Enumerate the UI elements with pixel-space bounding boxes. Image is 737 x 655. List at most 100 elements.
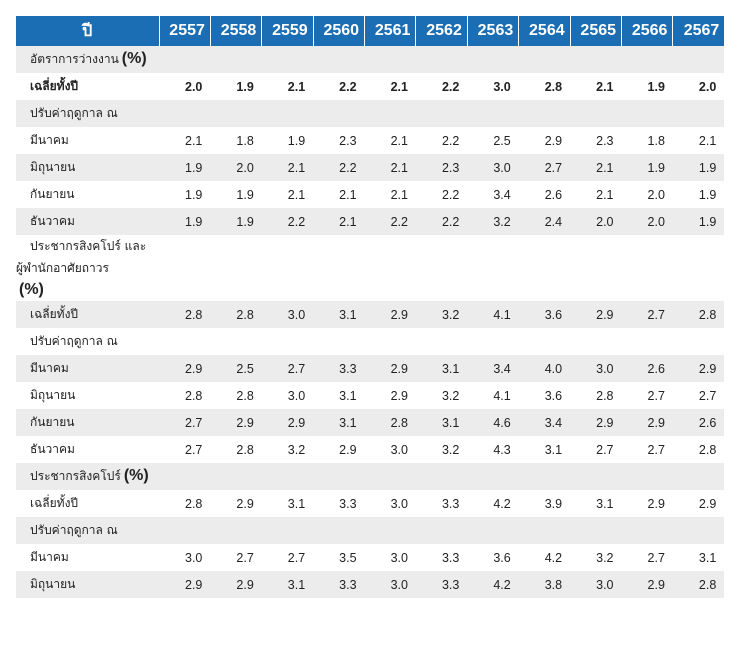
- value-cell: 2.3: [570, 127, 622, 154]
- value-cell: 2.9: [570, 409, 622, 436]
- value-cell: 1.9: [672, 208, 725, 235]
- table-body: อัตราการว่างงาน (%) เฉลี่ยทั้งปี 2.0 1.9 2.…: [16, 46, 725, 598]
- value-cell: 1.9: [672, 181, 725, 208]
- value-cell: 2.0: [621, 208, 673, 235]
- seasonally-adjusted-label: ปรับค่าฤดูกาล ณ: [16, 328, 725, 355]
- value-cell: 2.7: [621, 544, 673, 571]
- year-header: 2557: [158, 16, 211, 46]
- value-cell: 2.8: [364, 409, 416, 436]
- year-header: 2566: [621, 16, 673, 46]
- value-cell: 2.2: [313, 73, 365, 100]
- subheading-row: ปรับค่าฤดูกาล ณ: [16, 100, 725, 127]
- value-cell: 1.9: [672, 154, 725, 181]
- value-cell: 4.1: [467, 382, 519, 409]
- value-cell: 2.9: [364, 301, 416, 328]
- value-cell: 2.9: [261, 409, 314, 436]
- value-cell: 1.9: [210, 181, 262, 208]
- value-cell: 3.8: [518, 571, 571, 598]
- value-cell: 2.2: [364, 208, 416, 235]
- value-cell: 2.9: [621, 490, 673, 517]
- value-cell: 2.0: [621, 181, 673, 208]
- value-cell: 2.9: [159, 355, 211, 382]
- value-cell: 1.9: [159, 154, 211, 181]
- value-cell: 2.8: [210, 436, 262, 463]
- value-cell: 3.1: [415, 409, 468, 436]
- value-cell: 2.3: [313, 127, 365, 154]
- percent-unit: (%): [19, 281, 44, 298]
- value-cell: 1.9: [210, 208, 262, 235]
- value-cell: 3.2: [415, 382, 468, 409]
- value-cell: 2.6: [621, 355, 673, 382]
- value-cell: 3.1: [313, 301, 365, 328]
- value-cell: 4.1: [467, 301, 519, 328]
- value-cell: 3.0: [364, 436, 416, 463]
- value-cell: 3.3: [415, 490, 468, 517]
- value-cell: 3.0: [159, 544, 211, 571]
- table-row: มีนาคม 2.1 1.8 1.9 2.3 2.1 2.2 2.5 2.9 2.3 1.8 2.1: [16, 127, 725, 154]
- value-cell: 2.7: [261, 355, 314, 382]
- section-title-row: ประชากรสิงคโปร์ (%): [16, 463, 725, 490]
- value-cell: 1.9: [210, 73, 262, 100]
- value-cell: 1.9: [621, 73, 673, 100]
- percent-unit: (%): [121, 50, 147, 67]
- year-header: 2565: [569, 16, 622, 46]
- year-header: 2558: [209, 16, 262, 46]
- seasonally-adjusted-label: ปรับค่าฤดูกาล ณ: [16, 100, 725, 127]
- value-cell: 4.0: [518, 355, 571, 382]
- value-cell: 4.2: [467, 490, 519, 517]
- value-cell: 3.4: [467, 181, 519, 208]
- row-label: เฉลี่ยทั้งปี: [16, 301, 159, 328]
- value-cell: 2.9: [364, 382, 416, 409]
- value-cell: 2.8: [672, 436, 725, 463]
- value-cell: 3.3: [313, 490, 365, 517]
- value-cell: 2.1: [159, 127, 211, 154]
- value-cell: 2.1: [364, 73, 416, 100]
- section-title-row: ประชากรสิงคโปร์ และผู้พำนักอาศัยถาวร (%): [16, 235, 725, 301]
- value-cell: 2.8: [672, 301, 725, 328]
- value-cell: 3.3: [415, 544, 468, 571]
- value-cell: 4.6: [467, 409, 519, 436]
- value-cell: 2.9: [570, 301, 622, 328]
- subheading-row: ปรับค่าฤดูกาล ณ: [16, 517, 725, 544]
- value-cell: 4.3: [467, 436, 519, 463]
- value-cell: 2.7: [672, 382, 725, 409]
- value-cell: 3.1: [415, 355, 468, 382]
- value-cell: 3.4: [467, 355, 519, 382]
- value-cell: 1.9: [621, 154, 673, 181]
- value-cell: 2.1: [364, 154, 416, 181]
- table-row: มีนาคม 2.9 2.5 2.7 3.3 2.9 3.1 3.4 4.0 3.0 2.6 2.9: [16, 355, 725, 382]
- value-cell: 2.0: [159, 73, 211, 100]
- value-cell: 3.4: [518, 409, 571, 436]
- header-row: ปี 2557 2558 2559 2560 2561 2562 2563 25…: [16, 16, 725, 46]
- value-cell: 2.8: [159, 490, 211, 517]
- section-title-line: ผู้พำนักอาศัยถาวร: [16, 261, 109, 275]
- value-cell: 2.1: [313, 181, 365, 208]
- table-row: มีนาคม 3.0 2.7 2.7 3.5 3.0 3.3 3.6 4.2 3.2 2.7 3.1: [16, 544, 725, 571]
- value-cell: 3.1: [313, 409, 365, 436]
- table-row: มิถุนายน 2.9 2.9 3.1 3.3 3.0 3.3 4.2 3.8 3.0 2.9 2…: [16, 571, 725, 598]
- section-title-line: ประชากรสิงคโปร์ และ: [30, 239, 147, 253]
- value-cell: 2.2: [313, 154, 365, 181]
- value-cell: 2.8: [672, 571, 725, 598]
- year-header: 2559: [261, 16, 314, 46]
- value-cell: 3.1: [261, 571, 314, 598]
- value-cell: 2.8: [159, 301, 211, 328]
- value-cell: 3.1: [672, 544, 725, 571]
- seasonally-adjusted-label: ปรับค่าฤดูกาล ณ: [16, 517, 725, 544]
- value-cell: 3.0: [364, 544, 416, 571]
- value-cell: 3.2: [570, 544, 622, 571]
- value-cell: 2.7: [621, 382, 673, 409]
- value-cell: 2.8: [159, 382, 211, 409]
- value-cell: 2.9: [210, 571, 262, 598]
- value-cell: 1.8: [621, 127, 673, 154]
- value-cell: 3.2: [261, 436, 314, 463]
- value-cell: 2.1: [261, 73, 314, 100]
- table-row: ธันวาคม 1.9 1.9 2.2 2.1 2.2 2.2 3.2 2.4 2.0 2.0 1.…: [16, 208, 725, 235]
- row-label: มิถุนายน: [16, 382, 159, 409]
- percent-unit: (%): [123, 467, 149, 484]
- row-label: มีนาคม: [16, 127, 159, 154]
- value-cell: 3.6: [518, 301, 571, 328]
- value-cell: 3.5: [313, 544, 365, 571]
- value-cell: 2.9: [672, 355, 725, 382]
- value-cell: 1.9: [159, 208, 211, 235]
